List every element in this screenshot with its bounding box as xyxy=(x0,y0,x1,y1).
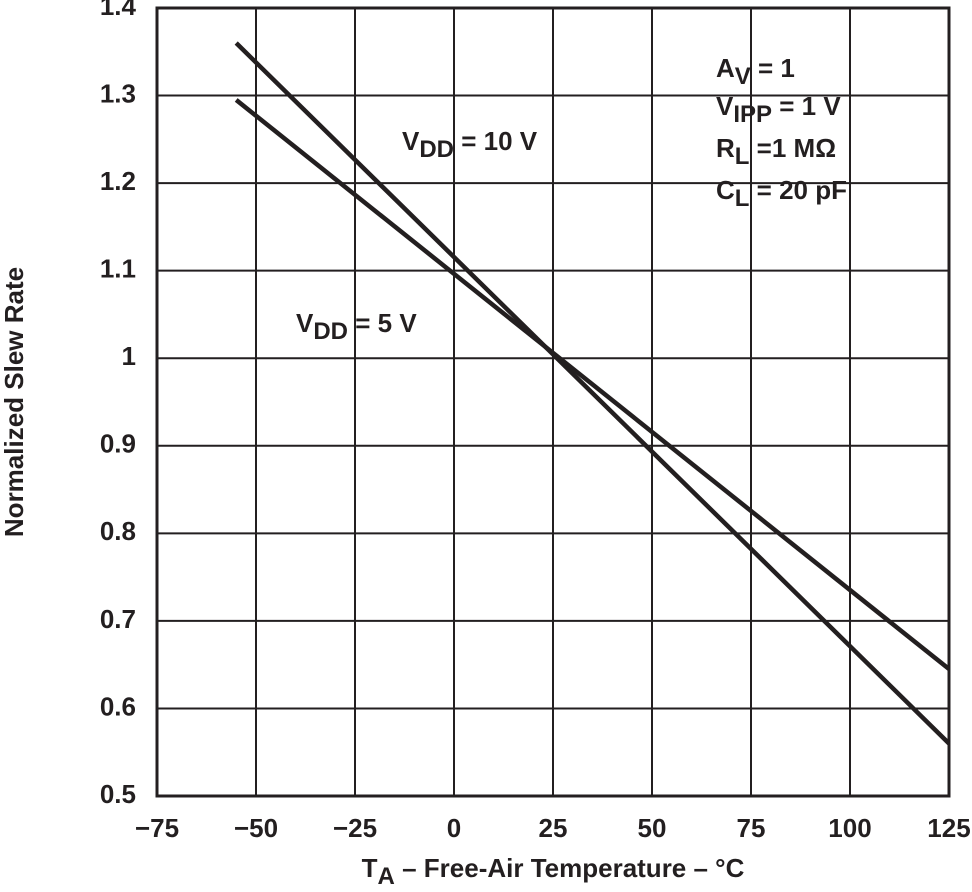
annotation-sub: IPP xyxy=(733,101,772,128)
x-axis-title: TA – Free-Air Temperature – °C xyxy=(362,853,745,890)
annotation-rest: = 5 V xyxy=(348,308,417,338)
y-tick-label: 1.4 xyxy=(100,0,137,21)
x-tick-label: 125 xyxy=(927,813,970,843)
y-axis-title: Normalized Slew Rate xyxy=(0,267,29,537)
series-line xyxy=(234,41,951,746)
annotation-main: A xyxy=(716,53,735,83)
x-axis-title-rest: – Free-Air Temperature – °C xyxy=(395,853,745,883)
y-tick-label: 1.2 xyxy=(100,166,136,196)
y-tick-label: 1.1 xyxy=(100,254,136,284)
y-tick-label: 0.8 xyxy=(100,516,136,546)
annotation: VDD = 5 V xyxy=(296,308,417,345)
y-tick-label: 0.6 xyxy=(100,691,136,721)
annotation-sub: L xyxy=(735,185,750,212)
annotation-main: R xyxy=(716,133,735,163)
y-tick-label: 1 xyxy=(122,341,136,371)
annotation-main: V xyxy=(296,308,314,338)
x-tick-label: 100 xyxy=(828,813,871,843)
y-tick-label: 0.7 xyxy=(100,604,136,634)
y-tick-label: 1.3 xyxy=(100,78,136,108)
annotation: VIPP = 1 V xyxy=(716,91,841,128)
annotation: RL =1 MΩ xyxy=(716,133,836,170)
x-tick-label: −25 xyxy=(333,813,377,843)
y-tick-label: 0.9 xyxy=(100,429,136,459)
x-axis-title-sub: A xyxy=(378,863,395,890)
x-axis-title-main: T xyxy=(362,853,378,883)
annotation-sub: V xyxy=(735,63,751,90)
x-tick-label: 75 xyxy=(737,813,766,843)
annotation-sub: L xyxy=(735,143,750,170)
y-tick-label: 0.5 xyxy=(100,779,136,809)
annotation-main: V xyxy=(402,126,420,156)
annotation-main: V xyxy=(716,91,734,121)
plot-frame xyxy=(155,6,951,798)
x-tick-label: 50 xyxy=(638,813,667,843)
annotation-rest: = 10 V xyxy=(454,126,538,156)
annotation-sub: DD xyxy=(313,318,348,345)
annotation-rest: = 1 xyxy=(751,53,795,83)
annotation: CL = 20 pF xyxy=(716,175,847,212)
x-tick-label: 25 xyxy=(539,813,568,843)
x-tick-label: 0 xyxy=(447,813,461,843)
annotation-sub: DD xyxy=(419,136,454,163)
annotation: VDD = 10 V xyxy=(402,126,538,163)
annotation-main: C xyxy=(716,175,735,205)
x-tick-label: −50 xyxy=(234,813,278,843)
x-tick-label: −75 xyxy=(135,813,179,843)
annotation: AV = 1 xyxy=(716,53,795,90)
annotation-rest: =1 MΩ xyxy=(749,133,836,163)
series-line xyxy=(234,98,951,671)
annotation-rest: = 20 pF xyxy=(749,175,847,205)
annotation-rest: = 1 V xyxy=(772,91,841,121)
